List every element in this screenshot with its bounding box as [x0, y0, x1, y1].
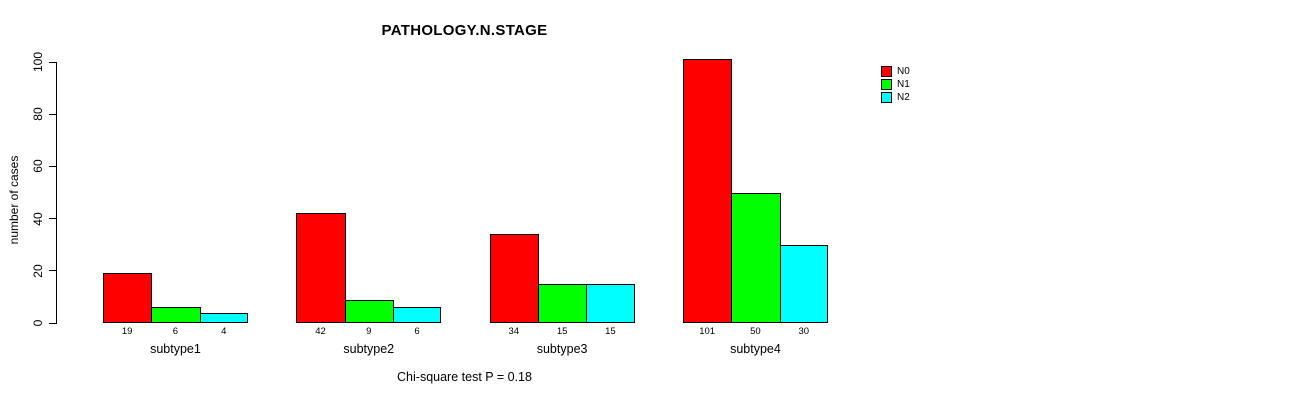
y-tick-label: 80 [31, 107, 45, 121]
legend: N0 N1 N2 [881, 65, 910, 104]
legend-label: N1 [897, 79, 910, 90]
y-axis-tick [49, 61, 56, 63]
bar-value-label: 9 [366, 326, 372, 337]
legend-swatch-n0 [881, 66, 892, 77]
bar-n0-subtype4 [682, 59, 733, 323]
y-axis-title-text: number of cases [7, 155, 21, 245]
y-tick-label: 40 [31, 211, 45, 226]
category-label-subtype4: subtype4 [730, 342, 781, 356]
legend-swatch-n1 [881, 79, 892, 90]
category-label-subtype3: subtype3 [536, 342, 588, 356]
y-axis-tick [49, 322, 56, 324]
bar-value-label: 34 [508, 326, 520, 337]
y-axis-tick [49, 165, 56, 167]
bar-value-label: 6 [414, 326, 420, 337]
y-axis-tick [49, 270, 56, 272]
bar-value-label: 4 [221, 326, 227, 337]
y-axis-title: number of cases [4, 140, 24, 260]
legend-label: N2 [897, 92, 910, 103]
y-axis-tick [49, 218, 56, 220]
bar-value-label: 19 [121, 326, 133, 337]
category-label-subtype2: subtype2 [343, 342, 395, 356]
bar-n1-subtype4 [731, 192, 781, 323]
bar-n1-subtype3 [537, 283, 588, 323]
bar-value-label: 42 [315, 326, 326, 337]
bar-value-label: 15 [605, 326, 616, 337]
legend-swatch-n2 [881, 92, 892, 103]
y-axis-tick [49, 113, 56, 115]
bar-n2-subtype2 [392, 307, 442, 323]
bar-n1-subtype1 [151, 307, 201, 323]
legend-item-n1: N1 [881, 78, 910, 91]
bar-n0-subtype1 [103, 273, 153, 323]
y-tick-label: 20 [31, 264, 45, 278]
legend-item-n0: N0 [881, 65, 910, 78]
bar-n2-subtype1 [199, 312, 248, 323]
bar-value-label: 101 [699, 326, 716, 337]
bar-n2-subtype3 [586, 283, 635, 323]
bar-n2-subtype4 [779, 244, 828, 323]
chart-title: PATHOLOGY.N.STAGE [381, 22, 548, 39]
y-tick-label: 60 [31, 159, 45, 174]
y-axis-line [56, 62, 57, 324]
y-tick-label: 0 [31, 319, 45, 327]
bar-n1-subtype2 [344, 299, 394, 323]
bar-n0-subtype3 [489, 234, 539, 323]
legend-item-n2: N2 [881, 91, 910, 104]
bar-value-label: 50 [750, 326, 761, 337]
chi-square-note: Chi-square test P = 0.18 [397, 370, 532, 384]
bar-n0-subtype2 [296, 213, 346, 323]
bar-value-label: 30 [798, 326, 810, 337]
category-label-subtype1: subtype1 [150, 342, 201, 356]
legend-label: N0 [897, 66, 910, 77]
bar-value-label: 15 [556, 326, 568, 337]
bar-value-label: 6 [172, 326, 179, 337]
y-tick-label: 100 [31, 51, 45, 73]
